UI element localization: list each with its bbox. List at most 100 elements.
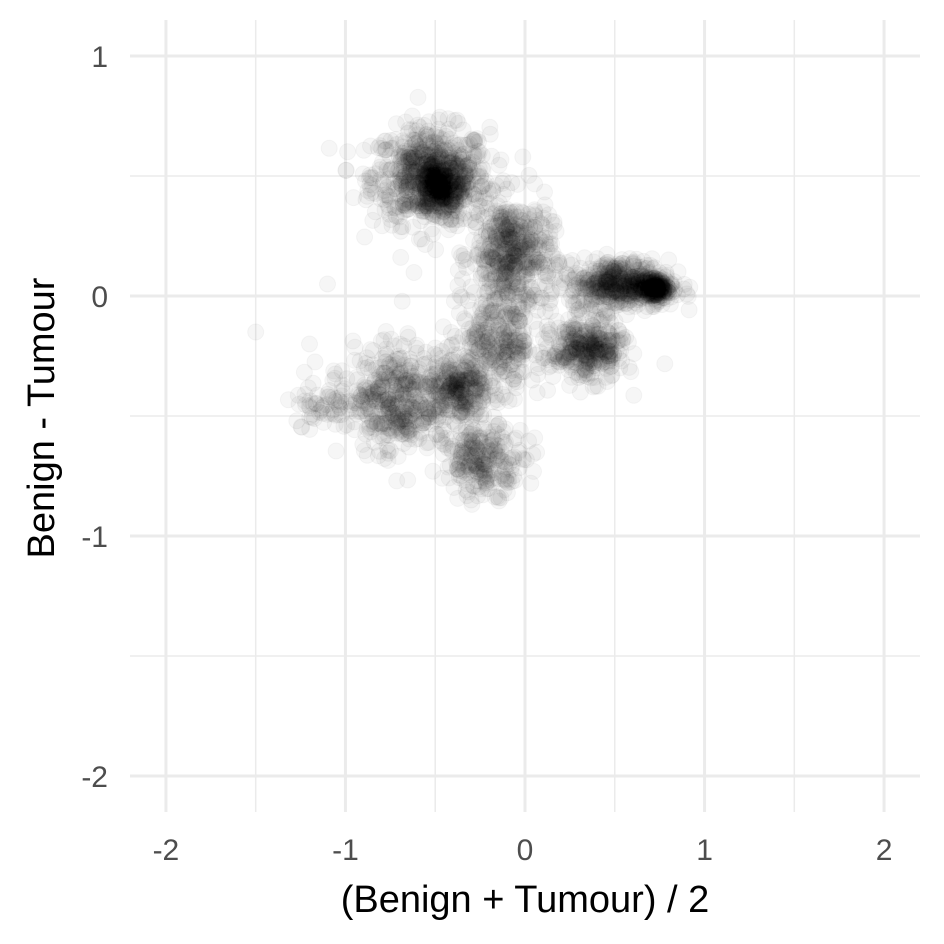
data-point (509, 270, 525, 286)
y-tick-label: 0 (91, 281, 108, 314)
data-point (551, 258, 567, 274)
data-point (406, 265, 422, 281)
data-point (559, 353, 575, 369)
data-point (340, 144, 356, 160)
data-point (343, 397, 359, 413)
data-point (378, 324, 394, 340)
data-point (509, 346, 525, 362)
data-point (377, 142, 393, 158)
data-point (614, 353, 630, 369)
x-tick-label: 2 (876, 834, 893, 867)
data-point (463, 492, 479, 508)
data-point (393, 249, 409, 265)
data-point (357, 229, 373, 245)
tick-labels: -2 -1 0 1 2 -2 -1 0 1 (81, 41, 892, 867)
data-point (645, 280, 661, 296)
data-point (455, 122, 471, 138)
data-point (537, 230, 553, 246)
data-point (515, 149, 531, 165)
data-point (657, 356, 673, 372)
data-point (248, 324, 264, 340)
x-tick-label: 0 (517, 834, 534, 867)
data-point (359, 447, 375, 463)
data-point (494, 175, 510, 191)
data-point (527, 430, 543, 446)
data-point (302, 336, 318, 352)
data-point (381, 427, 397, 443)
y-tick-label: 1 (91, 41, 108, 74)
y-tick-label: -2 (81, 761, 108, 794)
data-point (435, 319, 451, 335)
data-point (515, 205, 531, 221)
x-axis-title: (Benign + Tumour) / 2 (341, 879, 710, 921)
data-point (414, 203, 430, 219)
data-point (456, 247, 472, 263)
y-axis-title: Benign - Tumour (21, 277, 63, 558)
data-point (528, 251, 544, 267)
data-point (461, 441, 477, 457)
data-point (474, 179, 490, 195)
data-point (328, 394, 344, 410)
data-point (328, 443, 344, 459)
data-point (425, 463, 441, 479)
data-point (339, 417, 355, 433)
data-point (669, 287, 685, 303)
data-point (543, 213, 559, 229)
data-point (362, 416, 378, 432)
data-point (436, 383, 452, 399)
data-point (394, 293, 410, 309)
grid-lines (130, 20, 920, 812)
data-point (440, 111, 456, 127)
data-point (400, 472, 416, 488)
data-points (248, 89, 698, 512)
data-point (574, 346, 590, 362)
data-point (408, 431, 424, 447)
data-point (471, 198, 487, 214)
data-point (439, 125, 455, 141)
data-point (428, 172, 444, 188)
data-point (443, 212, 459, 228)
data-point (358, 356, 374, 372)
data-point (482, 119, 498, 135)
data-point (491, 157, 507, 173)
data-point (626, 387, 642, 403)
data-point (437, 401, 453, 417)
data-point (601, 332, 617, 348)
data-point (356, 142, 372, 158)
data-point (466, 478, 482, 494)
data-point (490, 471, 506, 487)
data-point (494, 429, 510, 445)
data-point (290, 387, 306, 403)
data-point (395, 350, 411, 366)
data-point (368, 166, 384, 182)
data-point (427, 340, 443, 356)
data-point (577, 250, 593, 266)
data-point (410, 89, 426, 105)
data-point (487, 352, 503, 368)
data-point (515, 451, 531, 467)
x-tick-label: 1 (696, 834, 713, 867)
data-point (587, 319, 603, 335)
data-point (523, 475, 539, 491)
data-point (307, 354, 323, 370)
data-point (428, 242, 444, 258)
x-tick-label: -1 (332, 834, 359, 867)
y-tick-label: -1 (81, 521, 108, 554)
data-point (508, 309, 524, 325)
data-point (512, 422, 528, 438)
data-point (499, 219, 515, 235)
data-point (418, 401, 434, 417)
data-point (398, 114, 414, 130)
data-point (454, 289, 470, 305)
data-point (600, 265, 616, 281)
data-point (446, 480, 462, 496)
x-tick-label: -2 (153, 834, 180, 867)
data-point (491, 493, 507, 509)
data-point (603, 368, 619, 384)
data-point (382, 443, 398, 459)
data-point (513, 364, 529, 380)
data-point (580, 366, 596, 382)
data-point (560, 322, 576, 338)
data-point (398, 175, 414, 191)
